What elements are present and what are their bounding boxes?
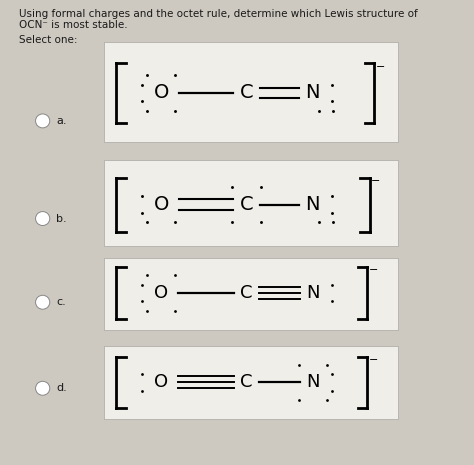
Circle shape bbox=[36, 295, 50, 309]
Text: d.: d. bbox=[56, 383, 67, 393]
Text: N: N bbox=[306, 284, 319, 302]
Circle shape bbox=[36, 114, 50, 128]
Text: b.: b. bbox=[56, 213, 67, 224]
Text: Using formal charges and the octet rule, determine which Lewis structure of: Using formal charges and the octet rule,… bbox=[19, 9, 418, 20]
FancyBboxPatch shape bbox=[104, 42, 398, 142]
Text: a.: a. bbox=[56, 116, 67, 126]
Text: C: C bbox=[240, 195, 253, 214]
Circle shape bbox=[36, 381, 50, 395]
Text: N: N bbox=[306, 84, 320, 102]
Text: N: N bbox=[306, 373, 319, 391]
Text: O: O bbox=[154, 373, 168, 391]
Text: −: − bbox=[369, 354, 378, 365]
Text: C: C bbox=[240, 84, 253, 102]
Text: O: O bbox=[154, 195, 169, 214]
Text: C: C bbox=[240, 373, 253, 391]
Text: −: − bbox=[369, 265, 378, 275]
FancyBboxPatch shape bbox=[104, 346, 398, 418]
Text: O: O bbox=[154, 284, 168, 302]
Text: Select one:: Select one: bbox=[19, 35, 77, 45]
Text: C: C bbox=[240, 284, 253, 302]
Text: O: O bbox=[154, 84, 169, 102]
Circle shape bbox=[36, 212, 50, 226]
Text: N: N bbox=[306, 195, 320, 214]
Text: OCN⁻ is most stable.: OCN⁻ is most stable. bbox=[19, 20, 128, 31]
Text: −: − bbox=[371, 176, 381, 186]
Text: c.: c. bbox=[57, 297, 66, 307]
FancyBboxPatch shape bbox=[104, 160, 398, 246]
FancyBboxPatch shape bbox=[104, 258, 398, 330]
Text: −: − bbox=[376, 62, 385, 72]
